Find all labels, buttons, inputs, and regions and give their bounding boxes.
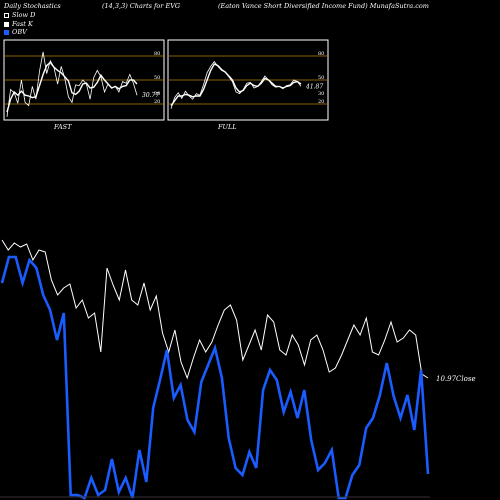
fast-title: FAST <box>53 123 72 131</box>
header-right: (Eaton Vance Short Diversified Income Fu… <box>218 2 429 10</box>
header-middle: (14,3,3) Charts for EVG <box>102 2 181 10</box>
legend-swatch-slow-d <box>4 12 9 18</box>
full-panel: 80 50 30 20 41.87 FULL <box>167 39 329 131</box>
full-series-slow-d <box>170 63 302 107</box>
legend-label-slow-d: Slow D <box>12 11 36 19</box>
fast-series-slow-d <box>6 61 138 113</box>
legend-item-fast-k: Fast K <box>4 20 33 28</box>
fast-tick-30: 30 <box>154 91 160 97</box>
full-tick-80: 80 <box>318 51 324 57</box>
legend-label-fast-k: Fast K <box>12 20 33 28</box>
fast-tick-50: 50 <box>154 75 160 81</box>
fast-tick-80: 80 <box>154 51 160 57</box>
full-tick-30: 30 <box>318 91 324 97</box>
main-price-obv-chart: 10.97Close <box>0 239 476 500</box>
legend-item-obv: OBV <box>4 28 27 36</box>
full-tick-50: 50 <box>318 75 324 81</box>
obv-line <box>0 255 430 500</box>
fast-last-value-label: 30.77 <box>142 92 159 99</box>
fast-series-fast-k <box>6 51 138 117</box>
legend-swatch-obv <box>4 29 9 35</box>
full-last-value-label: 41.87 <box>305 83 323 90</box>
full-tick-20: 20 <box>318 99 324 105</box>
close-last-value-label: 10.97Close <box>436 375 476 383</box>
header-left: Daily Stochastics <box>4 2 61 10</box>
legend-swatch-fast-k <box>4 21 9 27</box>
close-price-line <box>1 239 429 380</box>
full-title: FULL <box>217 123 237 131</box>
full-series-fast-k <box>170 60 302 109</box>
legend-label-obv: OBV <box>12 28 27 36</box>
legend-item-slow-d: Slow D <box>4 11 35 19</box>
fast-tick-20: 20 <box>154 99 160 105</box>
